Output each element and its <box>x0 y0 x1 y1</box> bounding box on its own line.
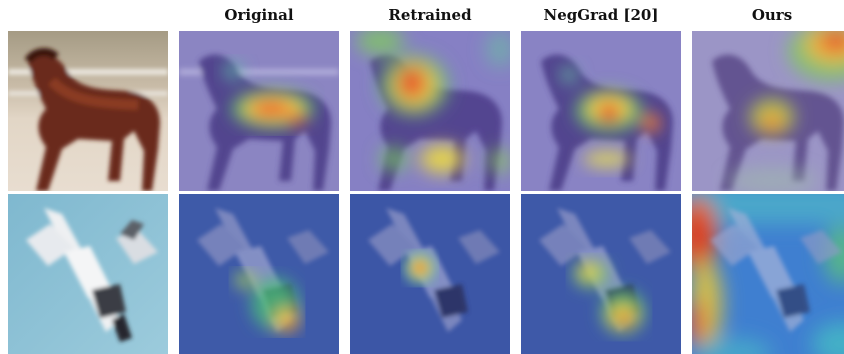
horse-neggrad-heatmap <box>521 31 681 191</box>
horse-input-image <box>8 31 168 191</box>
horse-ours-heatmap <box>692 31 844 191</box>
column-header-ours: Ours <box>751 6 793 24</box>
airplane-neggrad-heatmap <box>521 194 681 354</box>
airplane-original-heatmap <box>179 194 339 354</box>
horse-original-heatmap <box>179 31 339 191</box>
airplane-retrained-heatmap <box>350 194 510 354</box>
airplane-input-image <box>8 194 168 354</box>
column-header-input <box>8 4 168 26</box>
airplane-ours-heatmap <box>692 194 844 354</box>
horse-retrained-heatmap <box>350 31 510 191</box>
column-header-original: Original <box>224 6 294 24</box>
column-header-neggrad: NegGrad [20] <box>543 6 659 24</box>
column-header-retrained: Retrained <box>388 6 472 24</box>
